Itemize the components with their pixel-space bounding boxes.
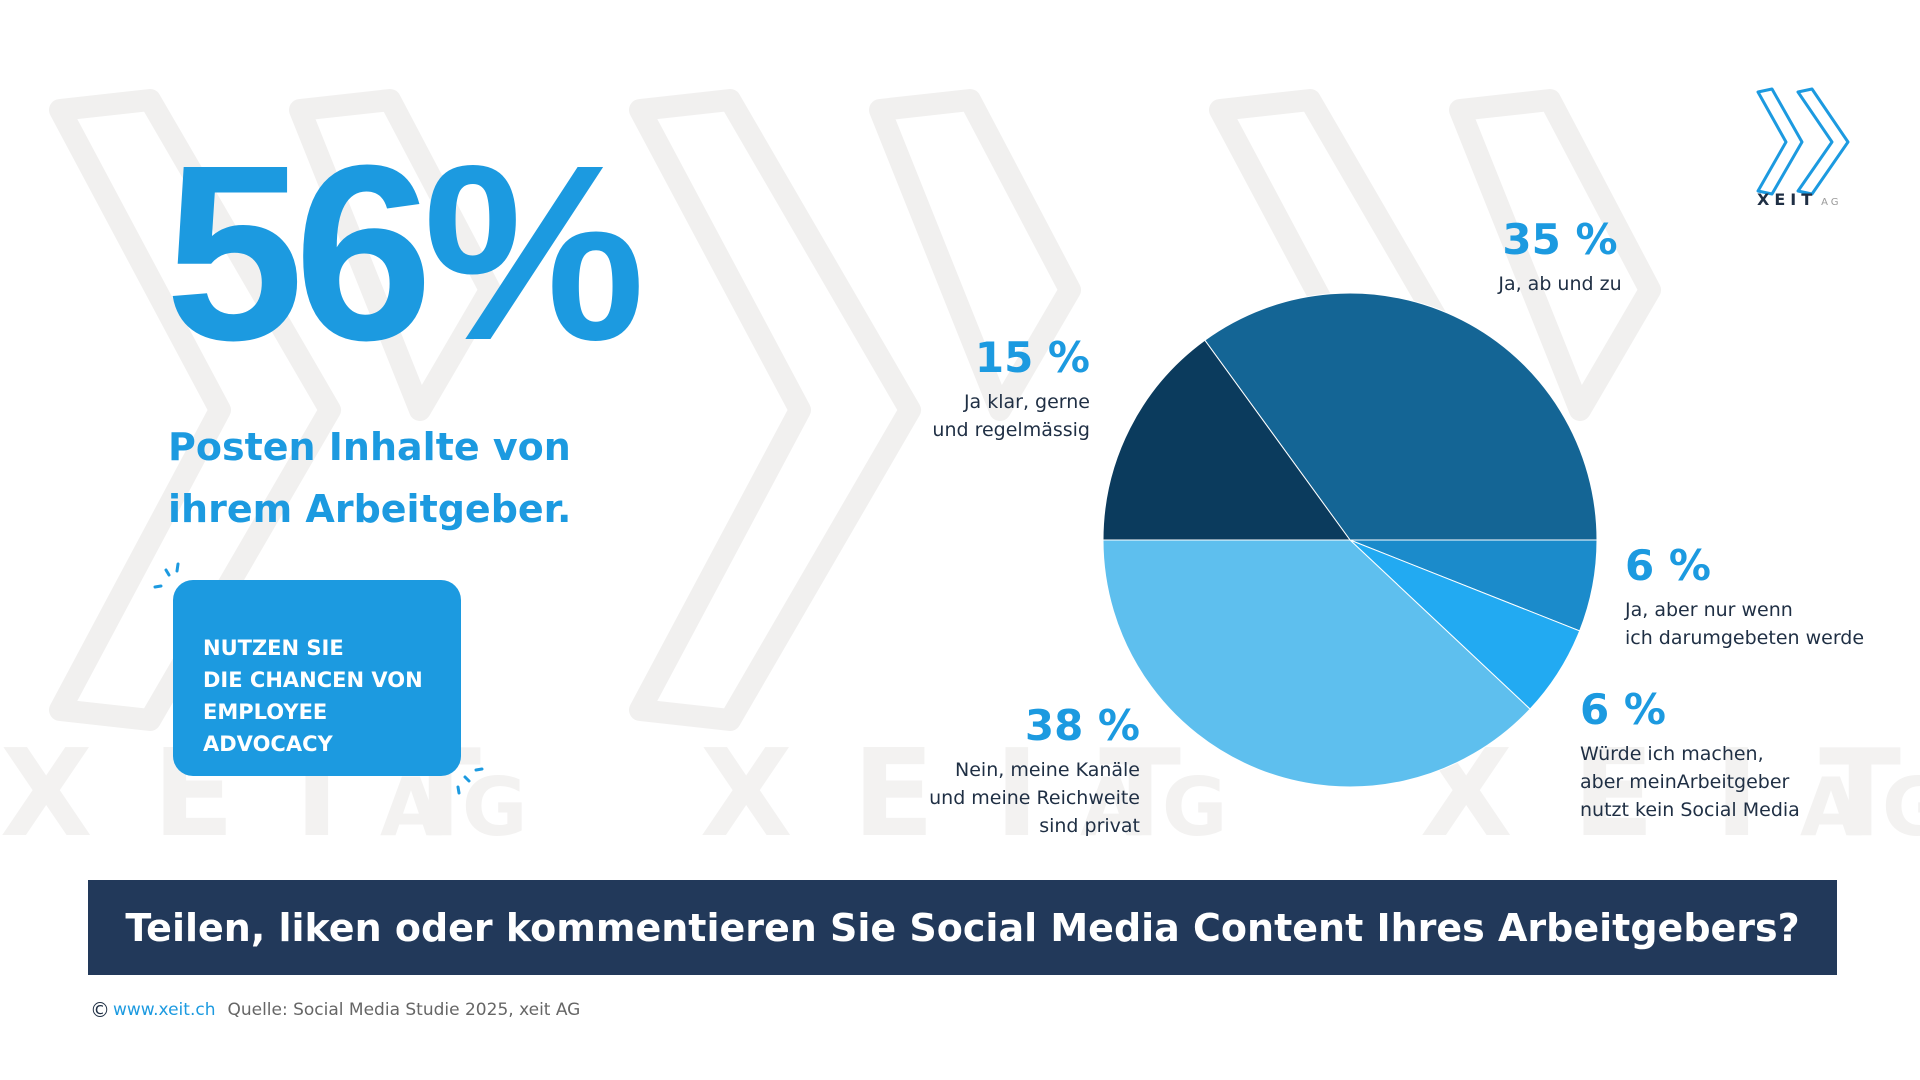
headline-subtitle: Posten Inhalte von ihrem Arbeitgeber. xyxy=(168,425,572,531)
cta-text: NUTZEN SIE DIE CHANCEN VON EMPLOYEE ADVO… xyxy=(203,636,423,756)
spark-decoration-bottom-icon xyxy=(456,767,484,795)
question-banner: Teilen, liken oder kommentieren Sie Soci… xyxy=(88,880,1837,975)
slice-description: Ja, ab und zu xyxy=(1498,273,1622,295)
svg-text:AG: AG xyxy=(1800,761,1920,854)
slice-description: Ja klar, gerne und regelmässig xyxy=(932,391,1090,441)
svg-text:XEIT: XEIT xyxy=(1420,725,1920,864)
xeit-logo-icon xyxy=(1756,87,1850,196)
svg-text:AG: AG xyxy=(380,761,548,854)
logo-name: XEIT xyxy=(1757,190,1818,209)
slice-description: Ja, aber nur wenn ich darumgebeten werde xyxy=(1625,599,1865,649)
svg-text:XEIT: XEIT xyxy=(700,725,1241,864)
slice-percent-label: 35 % xyxy=(1502,215,1618,264)
question-text: Teilen, liken oder kommentieren Sie Soci… xyxy=(125,905,1800,950)
slice-percent-label: 6 % xyxy=(1625,541,1711,590)
logo-wordmark: XEIT AG xyxy=(1757,190,1842,209)
svg-text:AG: AG xyxy=(1080,761,1248,854)
label-slice-nein: 38 % Nein, meine Kanäle und meine Reichw… xyxy=(840,702,1140,840)
footer: © www.xeit.ch Quelle: Social Media Studi… xyxy=(90,998,580,1022)
slice-description: Würde ich machen, aber meinArbeitgeber n… xyxy=(1580,743,1800,821)
spark-decoration-top-icon xyxy=(153,562,180,589)
logo-suffix: AG xyxy=(1821,197,1842,208)
website-link[interactable]: www.xeit.ch xyxy=(113,1000,216,1020)
slice-description: Nein, meine Kanäle und meine Reichweite … xyxy=(929,759,1140,837)
pie-slice-3 xyxy=(1102,539,1531,788)
copyright-icon: © xyxy=(90,998,110,1022)
slice-percent-label: 15 % xyxy=(974,333,1090,382)
cta-box[interactable]: NUTZEN SIE DIE CHANCEN VON EMPLOYEE ADVO… xyxy=(173,580,461,776)
label-slice-wuerde-ich-machen: 6 % Würde ich machen, aber meinArbeitgeb… xyxy=(1580,686,1900,824)
pie-chart xyxy=(1102,292,1598,788)
label-slice-ja-klar: 15 % Ja klar, gerne und regelmässig xyxy=(800,334,1090,444)
slice-percent-label: 38 % xyxy=(1024,701,1140,750)
headline-percentage: 56% xyxy=(165,113,645,392)
pie-slice-0 xyxy=(1204,292,1598,541)
label-slice-ja-aber-nur-wenn: 6 % Ja, aber nur wenn ich darumgebeten w… xyxy=(1625,542,1915,652)
label-slice-ja-ab-und-zu: 35 % Ja, ab und zu xyxy=(1430,216,1690,298)
slice-percent-label: 6 % xyxy=(1580,685,1666,734)
pie-slice-4 xyxy=(1102,339,1351,541)
source-note: Quelle: Social Media Studie 2025, xeit A… xyxy=(227,1000,581,1020)
